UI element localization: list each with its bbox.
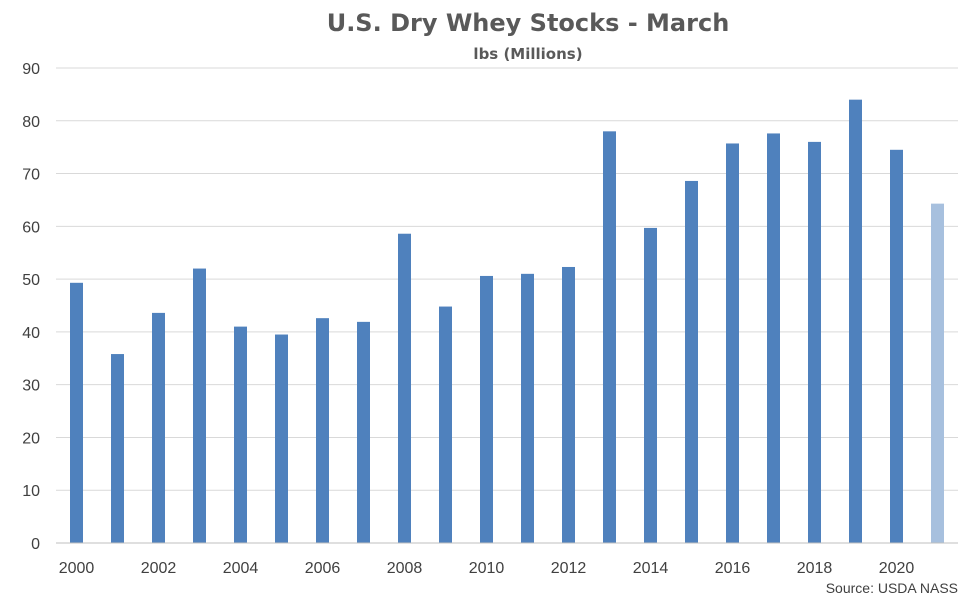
y-tick-label: 40	[22, 325, 40, 342]
chart-title: U.S. Dry Whey Stocks - March	[327, 9, 730, 37]
x-tick-label: 2006	[305, 560, 341, 577]
x-tick-label: 2002	[141, 560, 177, 577]
bar-2021	[931, 203, 944, 543]
bar-2012	[562, 266, 575, 543]
x-tick-label: 2016	[715, 560, 751, 577]
y-tick-label: 30	[22, 378, 40, 395]
x-tick-label: 2020	[879, 560, 915, 577]
bar-2017	[767, 133, 780, 543]
x-tick-label: 2014	[633, 560, 669, 577]
bar-2015	[685, 180, 698, 543]
bar-2004	[234, 326, 247, 543]
chart-subtitle: lbs (Millions)	[473, 45, 582, 63]
y-tick-label: 10	[22, 483, 40, 500]
y-tick-label: 90	[22, 61, 40, 78]
bar-2000	[70, 282, 83, 543]
x-tick-label: 2018	[797, 560, 833, 577]
bar-2009	[439, 306, 452, 543]
bar-2001	[111, 354, 124, 543]
x-tick-label: 2012	[551, 560, 587, 577]
bars	[70, 99, 944, 544]
y-axis-ticks: 0 10 20 30 40 50 60 70 80 90	[22, 61, 40, 553]
x-tick-label: 2010	[469, 560, 505, 577]
bar-2010	[480, 275, 493, 543]
source-note: Source: USDA NASS	[826, 580, 958, 596]
bar-2018	[808, 141, 821, 543]
y-tick-label: 80	[22, 114, 40, 131]
bar-2007	[357, 321, 370, 543]
y-tick-label: 70	[22, 167, 40, 184]
x-tick-label: 2008	[387, 560, 423, 577]
bar-2013	[603, 131, 616, 544]
bar-2014	[644, 227, 657, 543]
bar-2006	[316, 318, 329, 543]
x-tick-label: 2004	[223, 560, 259, 577]
bar-2003	[193, 268, 206, 543]
bar-2008	[398, 233, 411, 543]
bar-2002	[152, 312, 165, 543]
y-tick-label: 20	[22, 430, 40, 447]
y-tick-label: 0	[31, 536, 40, 553]
bar-2016	[726, 143, 739, 543]
bar-2019	[849, 99, 862, 544]
bar-2005	[275, 334, 288, 543]
bar-2020	[890, 149, 903, 544]
x-tick-label: 2000	[59, 560, 95, 577]
y-tick-label: 60	[22, 219, 40, 236]
y-tick-label: 50	[22, 272, 40, 289]
x-axis-ticks: 2000 2002 2004 2006 2008 2010 2012 2014 2016 2018…	[59, 560, 915, 577]
gridlines	[56, 67, 958, 491]
bar-2011	[521, 273, 534, 543]
